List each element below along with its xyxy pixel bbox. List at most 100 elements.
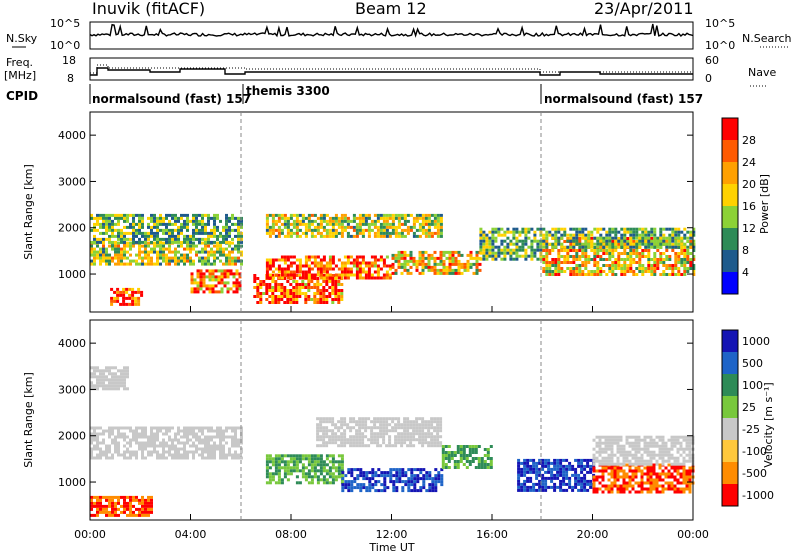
heatmap-cell	[685, 459, 689, 463]
heatmap-cell	[219, 453, 222, 457]
heatmap-cell	[410, 468, 414, 472]
heatmap-cell	[583, 476, 587, 480]
heatmap-cell	[219, 231, 222, 235]
heatmap-cell	[286, 295, 290, 298]
heatmap-cell	[350, 474, 354, 478]
heatmap-cell	[343, 417, 347, 421]
heatmap-cell	[210, 231, 213, 235]
heatmap-cell	[403, 438, 407, 442]
heatmap-cell	[111, 247, 114, 251]
heatmap-cell	[425, 471, 429, 475]
heatmap-cell	[688, 435, 692, 439]
heatmap-cell	[210, 447, 213, 451]
heatmap-cell	[207, 429, 210, 433]
heatmap-cell	[295, 454, 299, 458]
heatmap-cell	[331, 457, 335, 461]
heatmap-cell	[150, 225, 153, 229]
heatmap-cell	[604, 441, 608, 445]
heatmap-cell	[596, 239, 600, 243]
heatmap-cell	[500, 251, 504, 255]
heatmap-cell	[198, 259, 201, 263]
heatmap-cell	[364, 444, 368, 448]
heatmap-cell	[403, 423, 407, 427]
heatmap-cell	[174, 450, 177, 454]
heatmap-cell	[307, 258, 311, 262]
heatmap-cell	[310, 481, 314, 485]
heatmap-cell	[406, 213, 410, 217]
heatmap-cell	[120, 369, 123, 373]
heatmap-cell	[131, 296, 135, 300]
heatmap-cell	[412, 429, 416, 433]
heatmap-cell	[210, 240, 213, 244]
heatmap-cell	[658, 472, 662, 476]
heatmap-cell	[340, 216, 344, 220]
heatmap-cell	[665, 236, 669, 240]
heatmap-cell	[129, 237, 132, 241]
heatmap-cell	[322, 444, 326, 448]
heatmap-cell	[319, 234, 323, 238]
heatmap-cell	[383, 486, 387, 490]
heatmap-cell	[604, 438, 608, 442]
heatmap-cell	[448, 262, 452, 266]
heatmap-cell	[271, 478, 275, 482]
heatmap-cell	[358, 276, 362, 280]
heatmap-cell	[428, 486, 432, 490]
heatmap-cell	[437, 480, 441, 484]
heatmap-cell	[430, 435, 434, 439]
heatmap-cell	[379, 216, 383, 220]
heatmap-cell	[584, 249, 588, 252]
heatmap-cell	[652, 444, 656, 448]
heatmap-cell	[132, 234, 135, 238]
heatmap-cell	[619, 447, 623, 451]
heatmap-cell	[427, 228, 431, 232]
heatmap-cell	[268, 273, 272, 277]
heatmap-cell	[99, 250, 102, 254]
heatmap-cell	[156, 256, 159, 260]
heatmap-cell	[491, 239, 495, 243]
heatmap-cell	[144, 262, 147, 266]
heatmap-cell	[590, 270, 594, 273]
heatmap-cell	[102, 231, 105, 235]
heatmap-cell	[213, 453, 216, 457]
heatmap-cell	[407, 489, 411, 493]
heatmap-cell	[439, 420, 443, 424]
heatmap-cell	[168, 438, 171, 442]
heatmap-cell	[590, 242, 594, 246]
heatmap-cell	[99, 378, 102, 382]
heatmap-cell	[126, 513, 129, 517]
heatmap-cell	[237, 234, 240, 238]
heatmap-cell	[138, 222, 141, 226]
heatmap-cell	[391, 426, 395, 430]
heatmap-cell	[526, 488, 530, 492]
heatmap-cell	[331, 438, 335, 442]
heatmap-cell	[277, 231, 281, 235]
heatmap-cell	[554, 258, 558, 261]
heatmap-cell	[459, 454, 463, 457]
heatmap-cell	[400, 250, 404, 254]
heatmap-cell	[234, 234, 237, 238]
heatmap-cell	[421, 265, 425, 269]
heatmap-cell	[331, 463, 335, 467]
heatmap-cell	[295, 234, 299, 238]
heatmap-cell	[331, 261, 335, 265]
heatmap-cell	[343, 435, 347, 439]
heatmap-cell	[237, 259, 240, 263]
heatmap-cell	[418, 423, 422, 427]
heatmap-cell	[661, 469, 665, 473]
heatmap-cell	[674, 233, 678, 237]
heatmap-cell	[295, 283, 299, 286]
heatmap-cell	[631, 475, 635, 479]
heatmap-cell	[523, 482, 527, 486]
heatmap-cell	[123, 256, 126, 260]
heatmap-cell	[316, 286, 320, 289]
heatmap-cell	[673, 484, 677, 488]
heatmap-cell	[123, 498, 126, 502]
heatmap-cell	[190, 278, 194, 282]
heatmap-cell	[180, 231, 183, 235]
heatmap-cell	[307, 255, 311, 259]
heatmap-cell	[189, 426, 192, 430]
heatmap-cell	[434, 489, 438, 493]
heatmap-cell	[575, 249, 579, 252]
heatmap-cell	[575, 236, 579, 240]
heatmap-cell	[626, 258, 630, 261]
